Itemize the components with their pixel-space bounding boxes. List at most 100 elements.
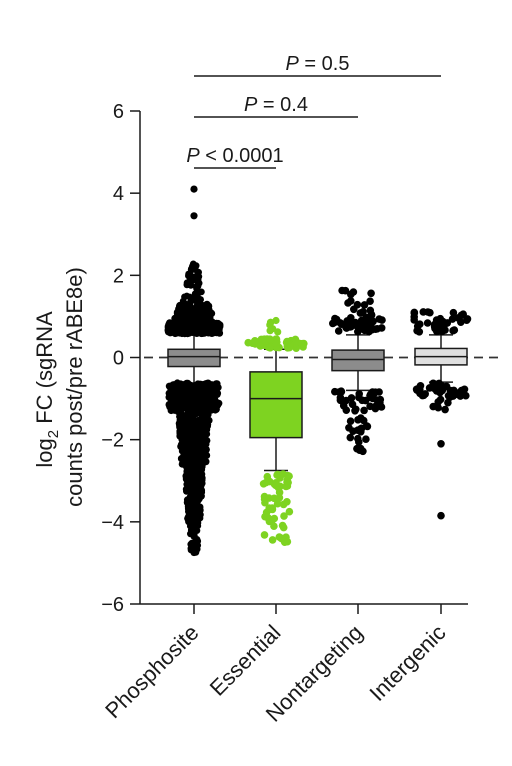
outlier-point	[449, 326, 457, 335]
outlier-point	[190, 549, 198, 557]
box-phosphosite	[167, 332, 221, 385]
outlier-point	[177, 409, 185, 417]
outlier-point	[372, 402, 380, 410]
outlier-point	[459, 310, 468, 319]
outlier-point	[273, 471, 281, 479]
box-iqr	[167, 348, 221, 368]
outlier-point	[193, 467, 201, 475]
outlier-point	[244, 338, 252, 347]
box-iqr	[249, 371, 303, 439]
outlier-point	[349, 427, 357, 436]
outlier-point	[190, 440, 198, 448]
outlier-point	[437, 511, 445, 520]
outlier-point	[361, 396, 370, 405]
category-label: Intergenic	[365, 620, 451, 706]
outlier-point	[368, 326, 376, 334]
category-label: Phosphosite	[100, 620, 203, 723]
outlier-point	[369, 390, 378, 398]
outlier-point	[369, 317, 377, 326]
outlier-point	[198, 387, 206, 395]
outlier-point	[346, 433, 355, 442]
outlier-point	[192, 502, 200, 510]
outlier-point	[448, 315, 457, 323]
outlier-point	[194, 276, 202, 284]
outlier-point	[259, 335, 268, 344]
outlier-point	[359, 322, 367, 331]
outlier-point	[209, 395, 218, 403]
p-symbol: P	[244, 94, 258, 116]
outlier-point	[375, 315, 384, 323]
outlier-point	[194, 282, 202, 289]
outlier-point	[189, 462, 197, 470]
outlier-point	[185, 383, 193, 391]
outlier-point	[193, 291, 201, 299]
outlier-point	[263, 513, 272, 522]
outlier-point	[183, 410, 192, 419]
outlier-point	[195, 492, 203, 500]
x-ticks: Phosphosite EssentialNontargetingIntergen…	[100, 604, 451, 727]
outlier-point	[262, 478, 270, 487]
outlier-point	[421, 390, 430, 398]
outlier-point	[346, 323, 354, 331]
outlier-point	[275, 494, 284, 502]
outlier-point	[272, 479, 280, 487]
outlier-point	[360, 406, 368, 415]
y-tick-label: 4	[113, 183, 124, 205]
outlier-point	[260, 531, 269, 539]
outlier-point	[197, 415, 205, 423]
outlier-point	[346, 417, 355, 426]
outlier-point	[190, 410, 198, 418]
outlier-point	[337, 387, 346, 396]
outlier-point	[192, 479, 200, 487]
outlier-point	[268, 536, 277, 544]
outlier-point	[360, 301, 369, 309]
category-label: Essential	[205, 620, 286, 701]
outlier-point	[270, 514, 279, 523]
outlier-point	[359, 308, 367, 316]
outlier-point	[188, 493, 196, 501]
outlier-point	[266, 344, 274, 352]
outlier-point	[347, 297, 355, 305]
outlier-point	[196, 511, 204, 519]
outlier-point	[277, 534, 286, 543]
outlier-point	[190, 185, 198, 193]
outlier-point	[185, 433, 193, 442]
outlier-point	[366, 297, 374, 306]
outlier-point	[205, 307, 213, 316]
outlier-point	[460, 385, 469, 394]
outlier-point	[173, 379, 181, 387]
outlier-point	[193, 536, 201, 543]
outlier-point	[267, 505, 276, 513]
outlier-point	[334, 327, 343, 335]
outlier-point	[177, 387, 185, 395]
outlier-point	[261, 498, 269, 507]
outlier-point	[260, 492, 269, 501]
outlier-point	[449, 308, 458, 317]
outlier-point	[273, 499, 282, 508]
outlier-point	[444, 398, 452, 407]
y-axis-title: log2 FC (sgRNA counts post/pre rABE8e)	[32, 267, 87, 507]
outlier-point	[272, 316, 280, 325]
p-value: < 0.0001	[200, 145, 284, 167]
outlier-point	[280, 512, 288, 520]
y-axis-title-subscript: 2	[45, 430, 62, 438]
outlier-point	[413, 326, 421, 335]
outlier-point	[167, 403, 175, 411]
outlier-point	[441, 405, 449, 414]
outlier-point	[182, 318, 190, 326]
outlier-point	[189, 388, 197, 396]
outlier-point	[367, 311, 376, 320]
outlier-point	[191, 266, 199, 273]
outlier-point	[251, 337, 259, 345]
outlier-point	[354, 416, 362, 424]
outlier-point	[359, 416, 368, 425]
outlier-point	[437, 440, 445, 448]
outlier-point	[275, 488, 284, 497]
significance-label: P = 0.5	[286, 53, 350, 75]
outlier-point	[167, 385, 175, 393]
y-tick-label: 0	[113, 348, 124, 370]
outlier-point	[206, 317, 214, 326]
significance-label: P < 0.0001	[186, 145, 283, 167]
outlier-point	[189, 276, 197, 284]
